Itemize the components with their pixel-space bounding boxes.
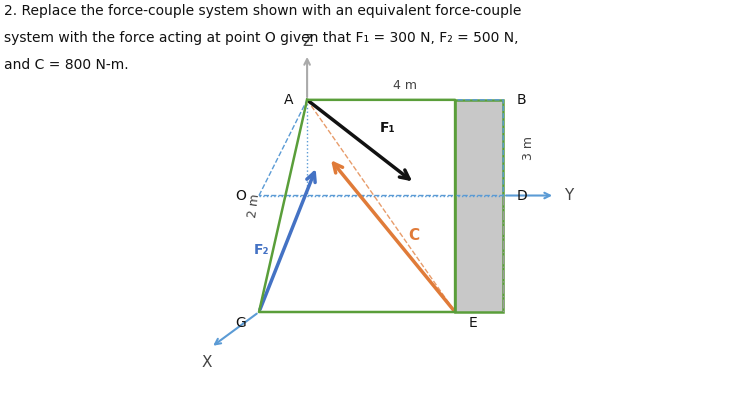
Text: 3 m: 3 m (522, 136, 535, 160)
Text: Y: Y (564, 188, 574, 203)
Text: 2. Replace the force-couple system shown with an equivalent force-couple: 2. Replace the force-couple system shown… (4, 4, 521, 18)
Text: E: E (468, 316, 477, 330)
Text: A: A (284, 93, 294, 107)
Text: Z: Z (302, 34, 312, 49)
Text: 4 m: 4 m (393, 79, 417, 92)
Text: G: G (235, 316, 246, 330)
Text: F₂: F₂ (254, 243, 269, 258)
Text: C: C (408, 228, 420, 243)
Polygon shape (259, 100, 455, 312)
Polygon shape (455, 100, 503, 312)
Text: and C = 800 N-m.: and C = 800 N-m. (4, 58, 128, 72)
Text: D: D (517, 188, 528, 203)
Text: O: O (235, 188, 246, 203)
Text: B: B (517, 93, 526, 107)
Text: F₁: F₁ (380, 121, 395, 135)
Text: X: X (202, 355, 212, 370)
Text: 2 m: 2 m (246, 193, 262, 219)
Text: system with the force acting at point O given that F₁ = 300 N, F₂ = 500 N,: system with the force acting at point O … (4, 31, 518, 45)
